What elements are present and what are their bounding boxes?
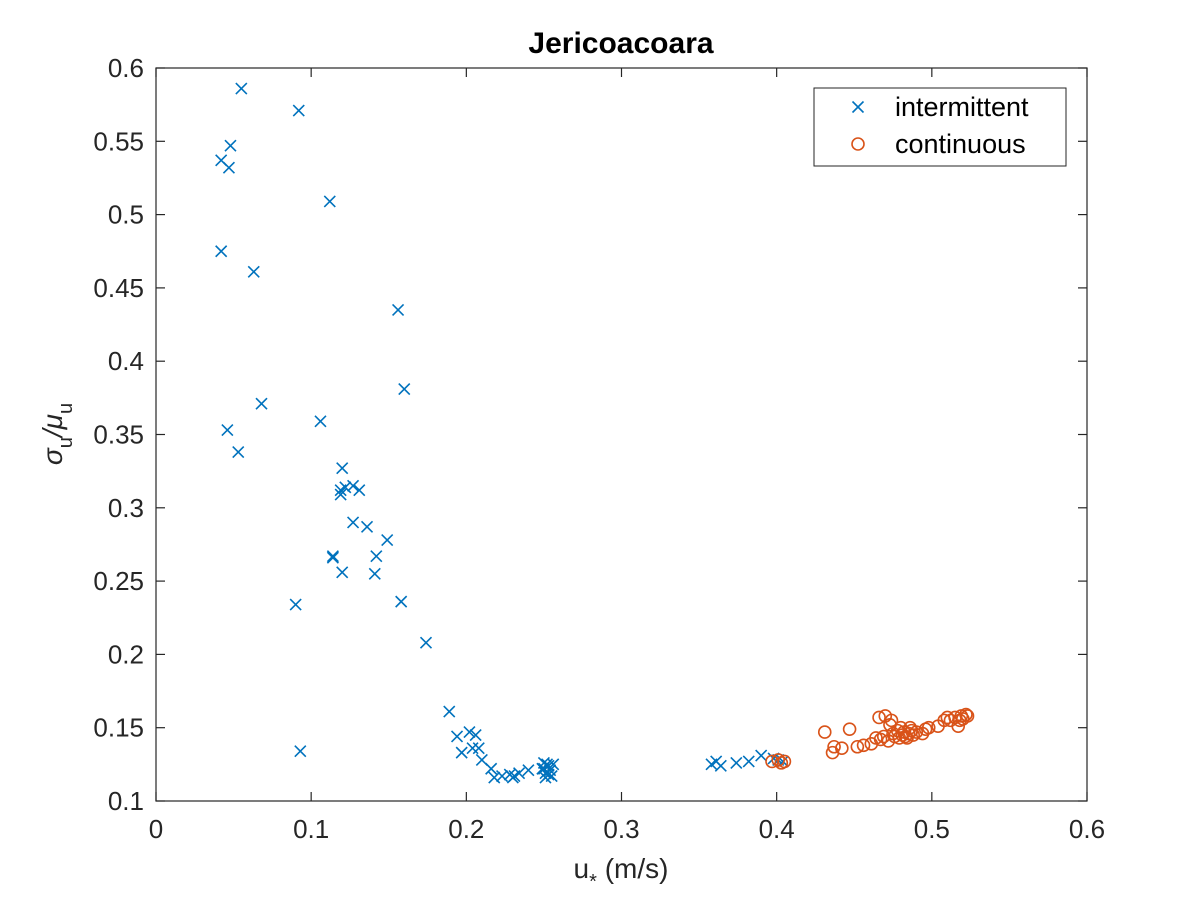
x-tick-label: 0.5 [914,814,950,844]
legend-marker-intermittent [851,100,865,114]
intermittent-point [326,550,339,563]
intermittent-point [755,749,768,762]
intermittent-point [443,705,456,718]
continuous-point [771,753,786,767]
y-tick-label: 0.45 [93,273,144,303]
continuous-point [835,741,849,756]
intermittent-point [326,551,339,564]
intermittent-point [294,745,307,758]
continuous-point [827,739,841,754]
intermittent-point [714,759,727,772]
intermittent-point [472,742,485,755]
intermittent-point [222,161,235,174]
intermittent-point [450,730,464,743]
x-tick-label: 0.2 [448,814,484,844]
y-tick-label: 0.3 [108,493,144,523]
intermittent-point [370,550,383,563]
plot-area-box [155,67,1088,802]
intermittent-point [235,82,248,95]
y-tick-label: 0.5 [108,200,144,230]
intermittent-point [292,104,305,117]
y-tick-label: 0.15 [93,713,144,743]
continuous-point [960,709,975,723]
intermittent-point [336,566,349,579]
legend-box [813,87,1067,167]
continuous-point [850,739,865,754]
intermittent-point [542,759,555,772]
intermittent-point [314,415,327,428]
intermittent-point [547,758,560,771]
chart-title: Jericoacoara [528,27,713,60]
intermittent-point [506,771,519,784]
y-axis-label: σu​/μu​ [37,403,77,465]
y-tick-label: 0.25 [93,566,144,596]
continuous-point [876,729,891,744]
intermittent-point [463,726,476,739]
x-tick-label: 0.4 [759,814,795,844]
legend-label-intermittent: intermittent [895,92,1029,122]
intermittent-point [381,533,394,547]
continuous-point [872,710,886,725]
axis-ticks: 0 0.1 0.2 0.3 0.4 0.5 0.60.10.150.20.250.30.35… [93,53,1105,844]
continuous-point [884,713,899,728]
intermittent-point [730,756,743,769]
intermittent-point [346,516,360,529]
continuous-point [909,725,924,739]
intermittent-point [522,764,535,777]
intermittent-point [391,303,405,316]
intermittent-point [368,567,381,580]
continuous-point [873,732,888,747]
y-tick-label: 0.1 [108,786,144,816]
intermittent-point [334,488,347,501]
continuous-point [940,710,955,725]
intermittent-point [360,520,374,533]
continuous-point [959,707,973,722]
intermittent-point [485,762,498,775]
legend-marker-continuous [851,137,865,151]
intermittent-point [323,195,336,208]
y-tick-label: 0.2 [108,639,144,669]
x-tick-label: 0 [149,814,163,844]
data-points [215,82,975,784]
intermittent-point [289,598,302,611]
x-axis-label: u* (m/s) [574,853,669,893]
intermittent-point [334,484,347,497]
intermittent-point [232,446,245,459]
x-tick-label: 0.1 [293,814,329,844]
legend-label-continuous: continuous [895,129,1026,159]
intermittent-point [419,636,433,649]
intermittent-point [398,382,411,396]
y-tick-label: 0.6 [108,53,144,83]
x-tick-label: 0.6 [1069,814,1105,844]
y-tick-label: 0.4 [108,346,144,376]
y-tick-label: 0.55 [93,126,144,156]
intermittent-point [353,484,366,497]
continuous-point [921,720,936,735]
continuous-point [856,738,871,753]
series-continuous [765,707,975,770]
intermittent-point [513,767,526,780]
continuous-point [817,725,832,739]
intermittent-point [215,245,228,258]
intermittent-point [469,728,482,742]
intermittent-point [395,595,408,608]
series-intermittent [215,82,789,784]
intermittent-point [742,755,755,768]
intermittent-point [539,771,552,784]
y-tick-label: 0.35 [93,420,144,450]
legend: intermittent continuous [813,87,1067,167]
intermittent-point [536,762,549,775]
continuous-point [777,754,792,769]
intermittent-point [221,424,234,437]
intermittent-point [255,397,268,410]
x-tick-label: 0.3 [603,814,639,844]
continuous-point [906,728,921,742]
continuous-point [842,722,857,736]
intermittent-point [455,746,468,759]
intermittent-point [336,462,349,475]
intermittent-point [247,265,260,278]
intermittent-point [224,139,237,152]
